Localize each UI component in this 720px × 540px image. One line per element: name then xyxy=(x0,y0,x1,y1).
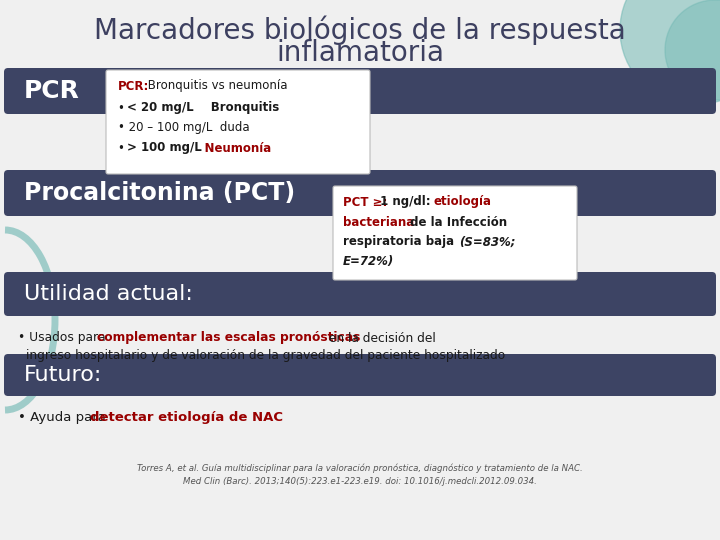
Text: Torres A, et al. Guía multidisciplinar para la valoración pronóstica, diagnóstic: Torres A, et al. Guía multidisciplinar p… xyxy=(137,463,583,472)
Text: Bronquitis vs neumonía: Bronquitis vs neumonía xyxy=(144,79,287,92)
Text: bacteriana: bacteriana xyxy=(343,215,414,228)
Text: Futuro:: Futuro: xyxy=(24,365,102,385)
Text: • 20 – 100 mg/L  duda: • 20 – 100 mg/L duda xyxy=(118,122,250,134)
Text: < 20 mg/L: < 20 mg/L xyxy=(127,102,194,114)
Text: etiología: etiología xyxy=(434,195,492,208)
Text: PCT ≥:: PCT ≥: xyxy=(343,195,387,208)
Text: PCR:: PCR: xyxy=(118,79,149,92)
Circle shape xyxy=(620,0,720,105)
Text: Neumonía: Neumonía xyxy=(188,141,271,154)
Text: PCR: PCR xyxy=(24,79,80,103)
Text: detectar etiología de NAC: detectar etiología de NAC xyxy=(90,411,283,424)
Text: E=72%): E=72%) xyxy=(343,255,395,268)
Text: de la Infección: de la Infección xyxy=(406,215,507,228)
Text: Marcadores biológicos de la respuesta: Marcadores biológicos de la respuesta xyxy=(94,15,626,45)
FancyBboxPatch shape xyxy=(4,68,716,114)
Text: en la decisión del: en la decisión del xyxy=(325,332,436,345)
Text: Utilidad actual:: Utilidad actual: xyxy=(24,284,193,304)
Text: complementar las escalas pronósticas: complementar las escalas pronósticas xyxy=(97,332,361,345)
Text: inflamatoria: inflamatoria xyxy=(276,39,444,67)
Text: Procalcitonina (PCT): Procalcitonina (PCT) xyxy=(24,181,295,205)
Text: (S=83%;: (S=83%; xyxy=(459,235,516,248)
Text: • Usados para: • Usados para xyxy=(18,332,109,345)
Text: respiratoria baja: respiratoria baja xyxy=(343,235,458,248)
Text: •: • xyxy=(118,141,129,154)
Text: Med Clin (Barc). 2013;140(5):223.e1-223.e19. doi: 10.1016/j.medcli.2012.09.034.: Med Clin (Barc). 2013;140(5):223.e1-223.… xyxy=(183,477,537,487)
FancyBboxPatch shape xyxy=(333,186,577,280)
Text: ingreso hospitalario y de valoración de la gravedad del paciente hospitalizado: ingreso hospitalario y de valoración de … xyxy=(26,348,505,361)
FancyBboxPatch shape xyxy=(4,272,716,316)
Text: • Ayuda para: • Ayuda para xyxy=(18,411,110,424)
Text: Bronquitis: Bronquitis xyxy=(186,102,279,114)
Text: 1 ng/dl:: 1 ng/dl: xyxy=(376,195,439,208)
Circle shape xyxy=(665,0,720,100)
FancyBboxPatch shape xyxy=(4,354,716,396)
Text: > 100 mg/L: > 100 mg/L xyxy=(127,141,202,154)
FancyBboxPatch shape xyxy=(4,170,716,216)
FancyBboxPatch shape xyxy=(106,70,370,174)
Text: •: • xyxy=(118,102,129,114)
